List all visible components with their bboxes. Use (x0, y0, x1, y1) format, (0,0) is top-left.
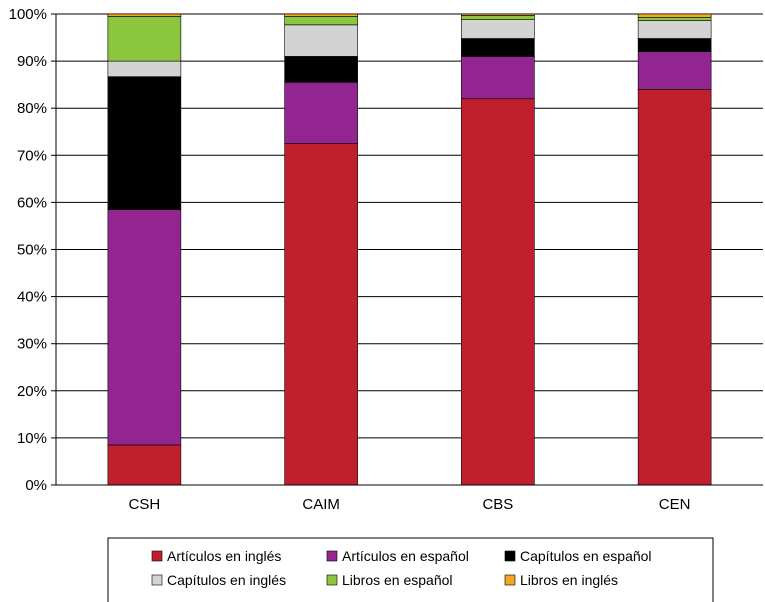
bar-segment-caim-2 (284, 56, 358, 83)
legend-box (107, 537, 714, 602)
legend-label: Libros en inglés (520, 572, 618, 588)
y-tick-label: 70% (17, 147, 47, 164)
bar-segment-csh-3 (107, 60, 182, 77)
y-tick-label: 30% (17, 336, 47, 353)
y-tick-label: 80% (17, 100, 47, 117)
bar-segment-csh-2 (107, 76, 182, 210)
legend-label: Capítulos en español (520, 548, 652, 564)
bar-segment-cbs-5 (461, 13, 535, 16)
bar-segment-caim-4 (284, 16, 358, 26)
y-tick-label: 40% (17, 289, 47, 306)
bar-segment-csh-1 (107, 209, 182, 446)
y-tick-label: 0% (25, 477, 47, 494)
bar-segment-caim-1 (284, 81, 358, 144)
y-tick-label: 60% (17, 194, 47, 211)
bar-segment-cen-1 (637, 51, 712, 90)
bar-segment-cbs-0 (461, 98, 535, 486)
legend-swatch (326, 574, 338, 586)
bar-segment-cen-4 (637, 16, 712, 21)
legend-swatch (151, 574, 163, 586)
bar-segment-caim-3 (284, 24, 358, 57)
x-axis-tick-labels: CSH CAIM CBS CEN (129, 496, 691, 513)
legend-label: Capítulos en inglés (167, 572, 286, 588)
legend: Artículos en inglés Artículos en español C… (107, 537, 714, 602)
bar-segment-cbs-3 (461, 19, 535, 39)
bar-segment-caim-0 (284, 143, 358, 486)
bar-segment-cbs-4 (461, 15, 535, 20)
legend-label: Artículos en español (342, 548, 469, 564)
bar-segment-csh-0 (107, 444, 182, 486)
legend-swatch (504, 550, 516, 562)
x-tick-label: CBS (482, 496, 513, 513)
y-tick-label: 50% (17, 242, 47, 259)
x-tick-label: CAIM (302, 496, 340, 513)
bars (107, 13, 712, 486)
axes (55, 14, 763, 486)
bar-segment-cbs-1 (461, 56, 535, 100)
y-tick-label: 20% (17, 383, 47, 400)
legend-label: Artículos en inglés (167, 548, 281, 564)
legend-swatch (151, 550, 163, 562)
x-tick-label: CSH (129, 496, 161, 513)
bar-segment-cen-3 (637, 20, 712, 39)
bar-segment-csh-4 (107, 16, 182, 62)
bar-segment-caim-5 (284, 13, 358, 17)
legend-swatch (504, 574, 516, 586)
bar-segment-cen-0 (637, 89, 712, 486)
bar-segment-cen-5 (637, 13, 712, 18)
y-tick-label: 90% (17, 53, 47, 70)
y-tick-label: 100% (9, 6, 47, 23)
x-tick-label: CEN (659, 496, 691, 513)
y-tick-label: 10% (17, 430, 47, 447)
bar-segment-cbs-2 (461, 38, 535, 57)
bar-segment-csh-5 (107, 13, 182, 17)
legend-label: Libros en español (342, 572, 453, 588)
y-axis-tick-labels: 0% 10% 20% 30% 40% 50% 60% 70% 80% 90% 100% (9, 6, 47, 494)
legend-swatch (326, 550, 338, 562)
bar-segment-cen-2 (637, 38, 712, 52)
